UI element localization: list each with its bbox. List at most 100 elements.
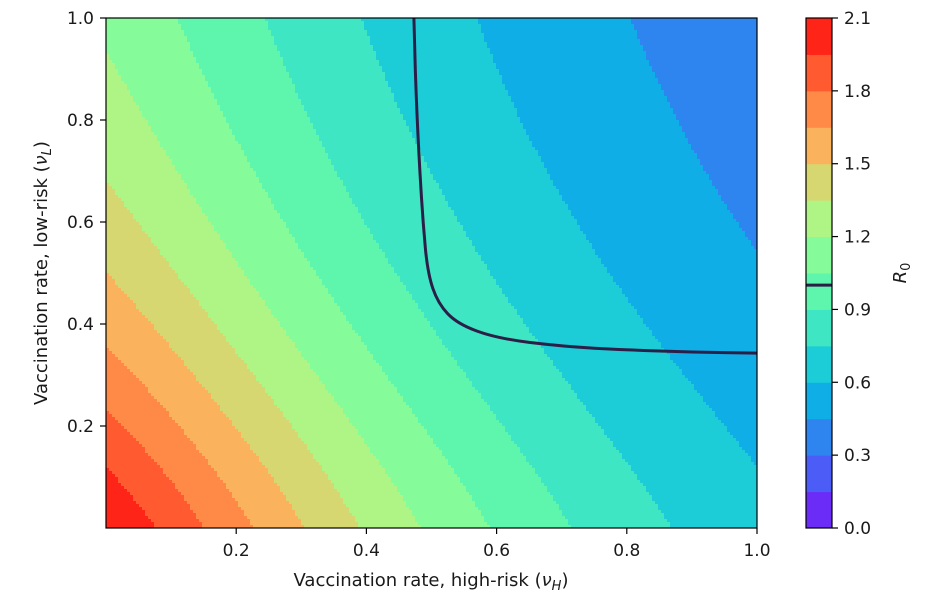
contour-cell [259,459,317,463]
contour-cell [478,507,560,511]
contour-cell [448,348,545,352]
contour-cell [541,480,641,484]
contour-cell [601,426,728,430]
contour-cell [646,57,757,61]
contour-cell [592,246,755,250]
contour-cell [505,84,662,88]
contour-cell [106,333,161,337]
contour-cell [214,225,287,229]
y-axis: 0.2 0.4 0.6 0.8 1.0 [67,9,106,437]
contour-cell [181,27,269,31]
contour-cell [412,510,482,514]
contour-cell [217,102,302,106]
contour-cell [460,477,542,481]
contour-cell [691,144,757,148]
contour-cell [127,84,209,88]
contour-cell [238,504,293,508]
contour-cell [274,480,332,484]
contour-cell [433,438,512,442]
contour-cell [130,90,212,94]
contour-cell [235,138,320,142]
contour-cell [157,135,236,139]
contour-cell [637,30,757,34]
contour-cell [139,504,191,508]
contour-cell [556,366,680,370]
contour-cell [442,342,539,346]
contour-cell [106,186,113,190]
contour-cell [517,444,614,448]
contour-cell [397,102,515,106]
contour-cell [277,48,374,52]
contour-cell [259,291,329,295]
contour-cell [202,207,275,211]
contour-cell [748,453,757,457]
contour-cell [358,333,437,337]
contour-cell [637,309,757,313]
contour-cell [241,507,293,511]
contour-cell [196,378,257,382]
contour-cell [106,51,194,55]
contour-cell [526,324,647,328]
contour-cell [289,75,386,79]
contour-cell [106,108,140,112]
contour-cell [328,390,398,394]
contour-cell [484,36,638,40]
contour-cell [106,471,113,475]
contour-cell [106,225,143,229]
contour-cell [106,489,128,493]
contour-cell [745,450,757,454]
contour-cell [280,216,362,220]
contour-cell [238,354,302,358]
contour-cell [697,390,757,394]
contour-cell [106,72,119,76]
contour-cell [664,516,757,520]
contour-cell [151,129,233,133]
contour-cell [106,507,143,511]
contour-cell [529,135,686,139]
contour-cell [376,57,494,61]
contour-cell [226,336,290,340]
contour-cell [106,486,125,490]
contour-cell [298,96,395,100]
contour-cell [640,315,757,319]
contour-cell [595,249,757,253]
contour-cell [520,450,620,454]
contour-cell [106,483,122,487]
contour-cell [370,36,485,40]
contour-cell [370,351,452,355]
y-tick-label: 0.4 [67,315,94,335]
contour-cell [106,48,191,52]
contour-cell [496,282,617,286]
contour-cell [481,27,635,31]
contour-cell [544,162,701,166]
y-tick-label: 0.2 [67,417,94,437]
contour-cell [385,468,455,472]
contour-cell [274,207,359,211]
contour-cell [178,489,230,493]
contour-cell [508,90,665,94]
contour-cell [355,204,449,208]
contour-cell [244,270,317,274]
contour-cell [337,174,434,178]
contour-cell [421,150,539,154]
contour-cell [244,510,296,514]
contour-cell [493,57,647,61]
contour-cell [502,291,623,295]
contour-cell [346,504,407,508]
contour-cell [661,87,757,91]
contour-cell [106,348,110,352]
contour-cell [349,321,431,325]
contour-cell [646,489,757,493]
colorbar-band [806,418,832,456]
contour-cell [580,399,704,403]
contour-cell [292,423,353,427]
contour-cell [211,393,269,397]
contour-cell [106,240,152,244]
contour-cell [388,261,485,265]
contour-cell [433,177,551,181]
contour-cell [472,495,554,499]
contour-cell [109,411,170,415]
contour-cell [148,390,209,394]
contour-cell [274,204,356,208]
contour-cell [721,198,757,202]
